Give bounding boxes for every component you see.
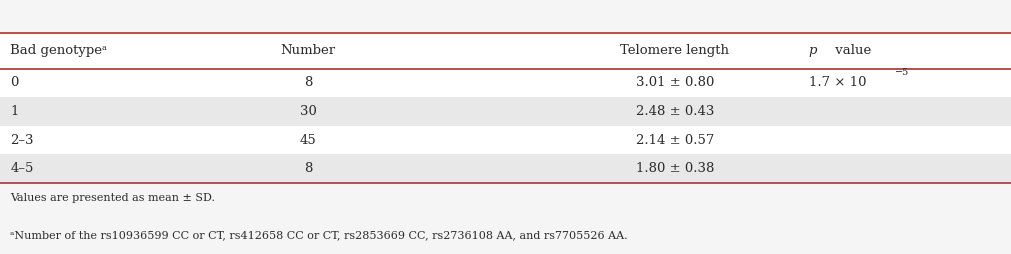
Bar (0, 69, 1011, 97)
Text: ᵃNumber of the rs10936599 CC or CT, rs412658 CC or CT, rs2853669 CC, rs2736108 A: ᵃNumber of the rs10936599 CC or CT, rs41… (10, 230, 628, 240)
Text: −5: −5 (895, 68, 909, 77)
Text: p: p (809, 44, 817, 57)
Bar (0, 33, 1011, 69)
Text: Number: Number (281, 44, 336, 57)
Bar (0, 126, 1011, 154)
Text: 1: 1 (10, 105, 18, 118)
Text: 3.01 ± 0.80: 3.01 ± 0.80 (636, 76, 714, 89)
Text: 4–5: 4–5 (10, 162, 33, 175)
Text: 45: 45 (300, 134, 316, 147)
Text: Bad genotypeᵃ: Bad genotypeᵃ (10, 44, 107, 57)
Text: 2.14 ± 0.57: 2.14 ± 0.57 (636, 134, 714, 147)
Text: 0: 0 (10, 76, 18, 89)
Bar (0, 97, 1011, 126)
Text: 30: 30 (300, 105, 316, 118)
Text: 8: 8 (304, 162, 312, 175)
Text: 1.80 ± 0.38: 1.80 ± 0.38 (636, 162, 714, 175)
Text: 8: 8 (304, 76, 312, 89)
Bar (0, 154, 1011, 183)
Text: value: value (831, 44, 871, 57)
Text: Values are presented as mean ± SD.: Values are presented as mean ± SD. (10, 193, 215, 203)
Text: 2–3: 2–3 (10, 134, 33, 147)
Text: 2.48 ± 0.43: 2.48 ± 0.43 (636, 105, 714, 118)
Text: 1.7 × 10: 1.7 × 10 (809, 76, 866, 89)
Text: Telomere length: Telomere length (621, 44, 729, 57)
